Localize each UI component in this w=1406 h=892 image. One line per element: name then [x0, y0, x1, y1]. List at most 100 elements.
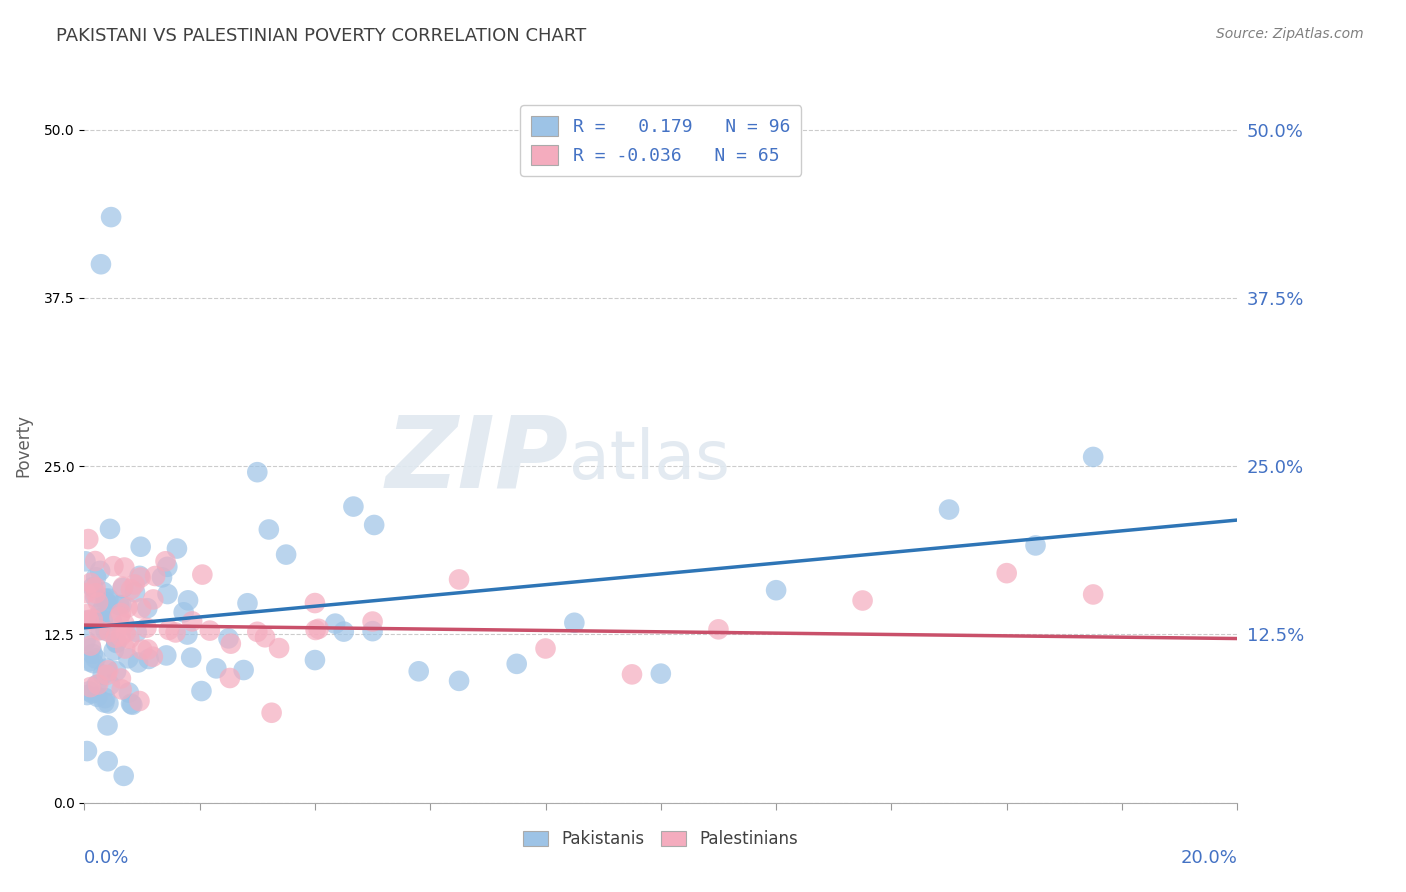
Point [104, 631, 127, 645]
Point [118, 685, 141, 699]
Point [276, 548, 298, 562]
Point [90, 257, 112, 271]
Point [98, 678, 121, 692]
Point [76, 688, 98, 702]
Point [82, 580, 104, 594]
Point [87, 595, 110, 609]
Text: PAKISTANI VS PALESTINIAN POVERTY CORRELATION CHART: PAKISTANI VS PALESTINIAN POVERTY CORRELA… [56, 27, 586, 45]
Point [75, 633, 97, 648]
Point [82, 656, 104, 670]
Point [105, 635, 128, 649]
Point [80, 575, 103, 590]
Point [111, 580, 134, 594]
Point [110, 606, 132, 620]
Point [129, 601, 152, 615]
Point [180, 650, 202, 665]
Point [129, 540, 152, 554]
Point [117, 600, 139, 615]
Point [86, 678, 108, 692]
Point [77, 684, 100, 698]
Point [89, 623, 111, 637]
Point [86, 690, 108, 704]
Point [84, 651, 107, 665]
Point [117, 651, 139, 665]
Point [96, 595, 118, 609]
Point [177, 593, 200, 607]
Point [110, 629, 132, 643]
Point [995, 566, 1018, 581]
Point [506, 657, 529, 671]
Point [304, 623, 326, 637]
Point [94, 591, 117, 606]
Point [89, 611, 111, 625]
Point [165, 625, 187, 640]
Point [534, 641, 557, 656]
Point [219, 637, 242, 651]
Point [120, 697, 142, 711]
Point [156, 559, 179, 574]
Point [246, 624, 269, 639]
Point [96, 661, 118, 675]
Point [323, 616, 346, 631]
Point [155, 648, 177, 663]
Point [77, 613, 100, 627]
Point [129, 570, 152, 584]
Point [96, 668, 118, 682]
Point [253, 630, 276, 644]
Point [94, 691, 117, 706]
Point [156, 587, 179, 601]
Point [93, 585, 115, 599]
Point [938, 502, 960, 516]
Text: atlas: atlas [568, 427, 730, 493]
Point [121, 698, 143, 712]
Point [84, 586, 107, 600]
Point [564, 615, 586, 630]
Point [191, 567, 214, 582]
Point [76, 607, 98, 621]
Point [1025, 538, 1047, 552]
Point [84, 554, 107, 568]
Point [105, 636, 128, 650]
Point [108, 610, 131, 624]
Point [82, 686, 104, 700]
Point [89, 624, 111, 638]
Point [97, 663, 120, 677]
Point [103, 643, 125, 657]
Point [97, 697, 120, 711]
Point [138, 652, 160, 666]
Point [166, 541, 188, 556]
Point [112, 769, 135, 783]
Point [79, 680, 101, 694]
Point [707, 623, 730, 637]
Point [363, 518, 385, 533]
Point [101, 614, 124, 628]
Point [75, 586, 97, 600]
Point [82, 612, 104, 626]
Point [155, 554, 177, 568]
Point [91, 614, 114, 628]
Point [98, 625, 121, 640]
Point [125, 624, 148, 639]
Point [142, 592, 165, 607]
Point [136, 642, 159, 657]
Point [157, 623, 180, 637]
Point [94, 624, 117, 638]
Point [135, 621, 157, 635]
Point [77, 532, 100, 546]
Point [120, 582, 142, 597]
Point [91, 667, 114, 681]
Point [449, 673, 471, 688]
Point [124, 585, 146, 599]
Point [118, 632, 141, 646]
Point [100, 210, 122, 224]
Point [79, 654, 101, 668]
Point [408, 665, 430, 679]
Point [304, 653, 326, 667]
Point [97, 754, 120, 768]
Point [89, 564, 111, 578]
Point [176, 627, 198, 641]
Point [150, 570, 173, 584]
Point [87, 677, 110, 691]
Point [236, 596, 259, 610]
Point [136, 601, 159, 615]
